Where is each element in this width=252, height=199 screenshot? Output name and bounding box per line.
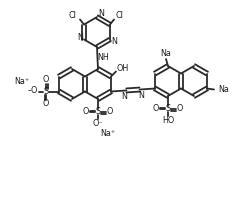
Text: O: O [176, 104, 182, 113]
Text: O: O [82, 107, 89, 116]
Text: OH: OH [116, 64, 129, 73]
Text: N: N [138, 91, 144, 100]
Text: N: N [111, 37, 116, 46]
Text: O⁻: O⁻ [92, 120, 103, 129]
Text: Cl: Cl [115, 11, 122, 20]
Text: O: O [43, 99, 49, 108]
Text: Na⁺: Na⁺ [100, 130, 115, 139]
Text: S: S [95, 107, 100, 116]
Text: O: O [106, 107, 113, 116]
Text: Cl: Cl [68, 11, 76, 20]
Text: N: N [77, 33, 83, 42]
Text: S: S [43, 87, 48, 96]
Text: –O: –O [28, 86, 38, 95]
Text: Na⁺: Na⁺ [14, 77, 29, 86]
Text: Na: Na [160, 49, 171, 58]
Text: O: O [43, 75, 49, 84]
Text: S: S [165, 104, 170, 113]
Text: HO: HO [161, 116, 173, 126]
Text: NH: NH [97, 53, 109, 61]
Text: O: O [152, 104, 159, 113]
Text: Na: Na [218, 85, 229, 94]
Text: N: N [98, 9, 104, 18]
Text: N: N [121, 92, 127, 101]
